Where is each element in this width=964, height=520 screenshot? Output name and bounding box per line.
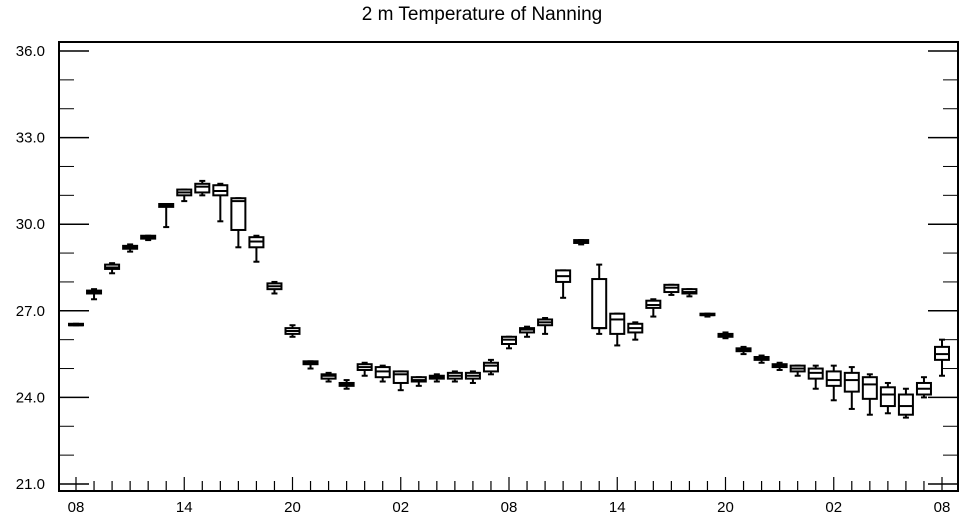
box-plot — [771, 361, 788, 371]
box-plot — [158, 202, 175, 229]
box-body — [843, 371, 860, 393]
box-plot — [86, 288, 103, 301]
y-tick-label: 36.0 — [16, 43, 45, 60]
box-plot — [807, 364, 824, 390]
box-plot — [122, 243, 139, 253]
box-body — [897, 393, 914, 416]
y-tick-label: 30.0 — [16, 216, 45, 233]
box-plot — [519, 325, 536, 338]
box-plot — [879, 381, 896, 415]
box-plot — [591, 263, 608, 335]
box-plot — [248, 234, 265, 263]
box-plot — [320, 371, 337, 383]
box-plot — [230, 197, 247, 249]
y-tick-label: 21.0 — [16, 476, 45, 493]
chart-title: 2 m Temperature of Nanning — [361, 4, 603, 25]
box-plot — [555, 269, 572, 299]
box-plot — [140, 234, 157, 242]
x-tick-label: 02 — [825, 499, 842, 516]
box-plot — [843, 366, 860, 410]
box-body — [392, 370, 409, 384]
box-plot — [446, 370, 463, 383]
box-body — [230, 197, 247, 231]
x-tick-label: 02 — [392, 499, 409, 516]
x-axis: 08 14 20 02 08 14 20 02 08 — [68, 477, 951, 516]
box-plot — [410, 376, 427, 387]
box-plot — [825, 364, 842, 402]
box-plot — [934, 338, 950, 377]
box-plot — [266, 280, 283, 295]
box-plot — [501, 335, 517, 350]
box-plot — [645, 298, 662, 318]
box-body — [609, 312, 626, 335]
box-plot — [789, 364, 806, 377]
box-plot — [753, 354, 770, 364]
box-plot — [627, 321, 644, 341]
box-plot — [428, 373, 445, 383]
plot-frame — [58, 41, 959, 492]
x-tick-label: 14 — [609, 499, 626, 516]
box-body — [194, 182, 211, 194]
box-plot — [356, 361, 373, 377]
box-plot — [104, 262, 121, 275]
box-series — [68, 179, 950, 419]
box-plot — [68, 322, 84, 327]
box-plot — [735, 345, 752, 356]
y-tick-label: 27.0 — [16, 303, 45, 320]
box-plot — [284, 324, 301, 338]
box-body — [879, 386, 896, 408]
box-plot — [573, 239, 590, 246]
box-plot — [897, 387, 914, 419]
box-plot — [212, 182, 229, 223]
box-plot — [482, 358, 499, 376]
box-plot — [609, 312, 626, 347]
x-tick-label: 08 — [501, 499, 518, 516]
x-tick-label: 08 — [934, 499, 951, 516]
box-body — [482, 361, 499, 373]
box-body — [591, 278, 608, 330]
x-tick-label: 08 — [68, 499, 85, 516]
box-plot — [464, 370, 481, 384]
box-plot — [537, 317, 554, 335]
box-plot — [392, 370, 409, 392]
box-plot — [681, 288, 698, 298]
box-plot — [717, 331, 734, 340]
box-plot — [194, 179, 211, 197]
x-tick-label: 14 — [176, 499, 193, 516]
x-tick-label: 20 — [717, 499, 734, 516]
y-tick-label: 24.0 — [16, 389, 45, 406]
x-tick-label: 20 — [284, 499, 301, 516]
box-body — [825, 370, 842, 387]
box-plot — [302, 360, 319, 370]
box-plot — [861, 373, 878, 416]
box-plot — [338, 379, 355, 390]
box-plot — [663, 283, 680, 296]
y-axis: 21.0 24.0 27.0 30.0 33.0 36.0 — [16, 43, 958, 493]
box-plot — [176, 188, 193, 203]
box-plot — [915, 376, 932, 399]
y-tick-label: 33.0 — [16, 130, 45, 147]
box-plot — [374, 364, 391, 383]
box-body — [861, 376, 878, 400]
box-plot — [699, 312, 716, 318]
